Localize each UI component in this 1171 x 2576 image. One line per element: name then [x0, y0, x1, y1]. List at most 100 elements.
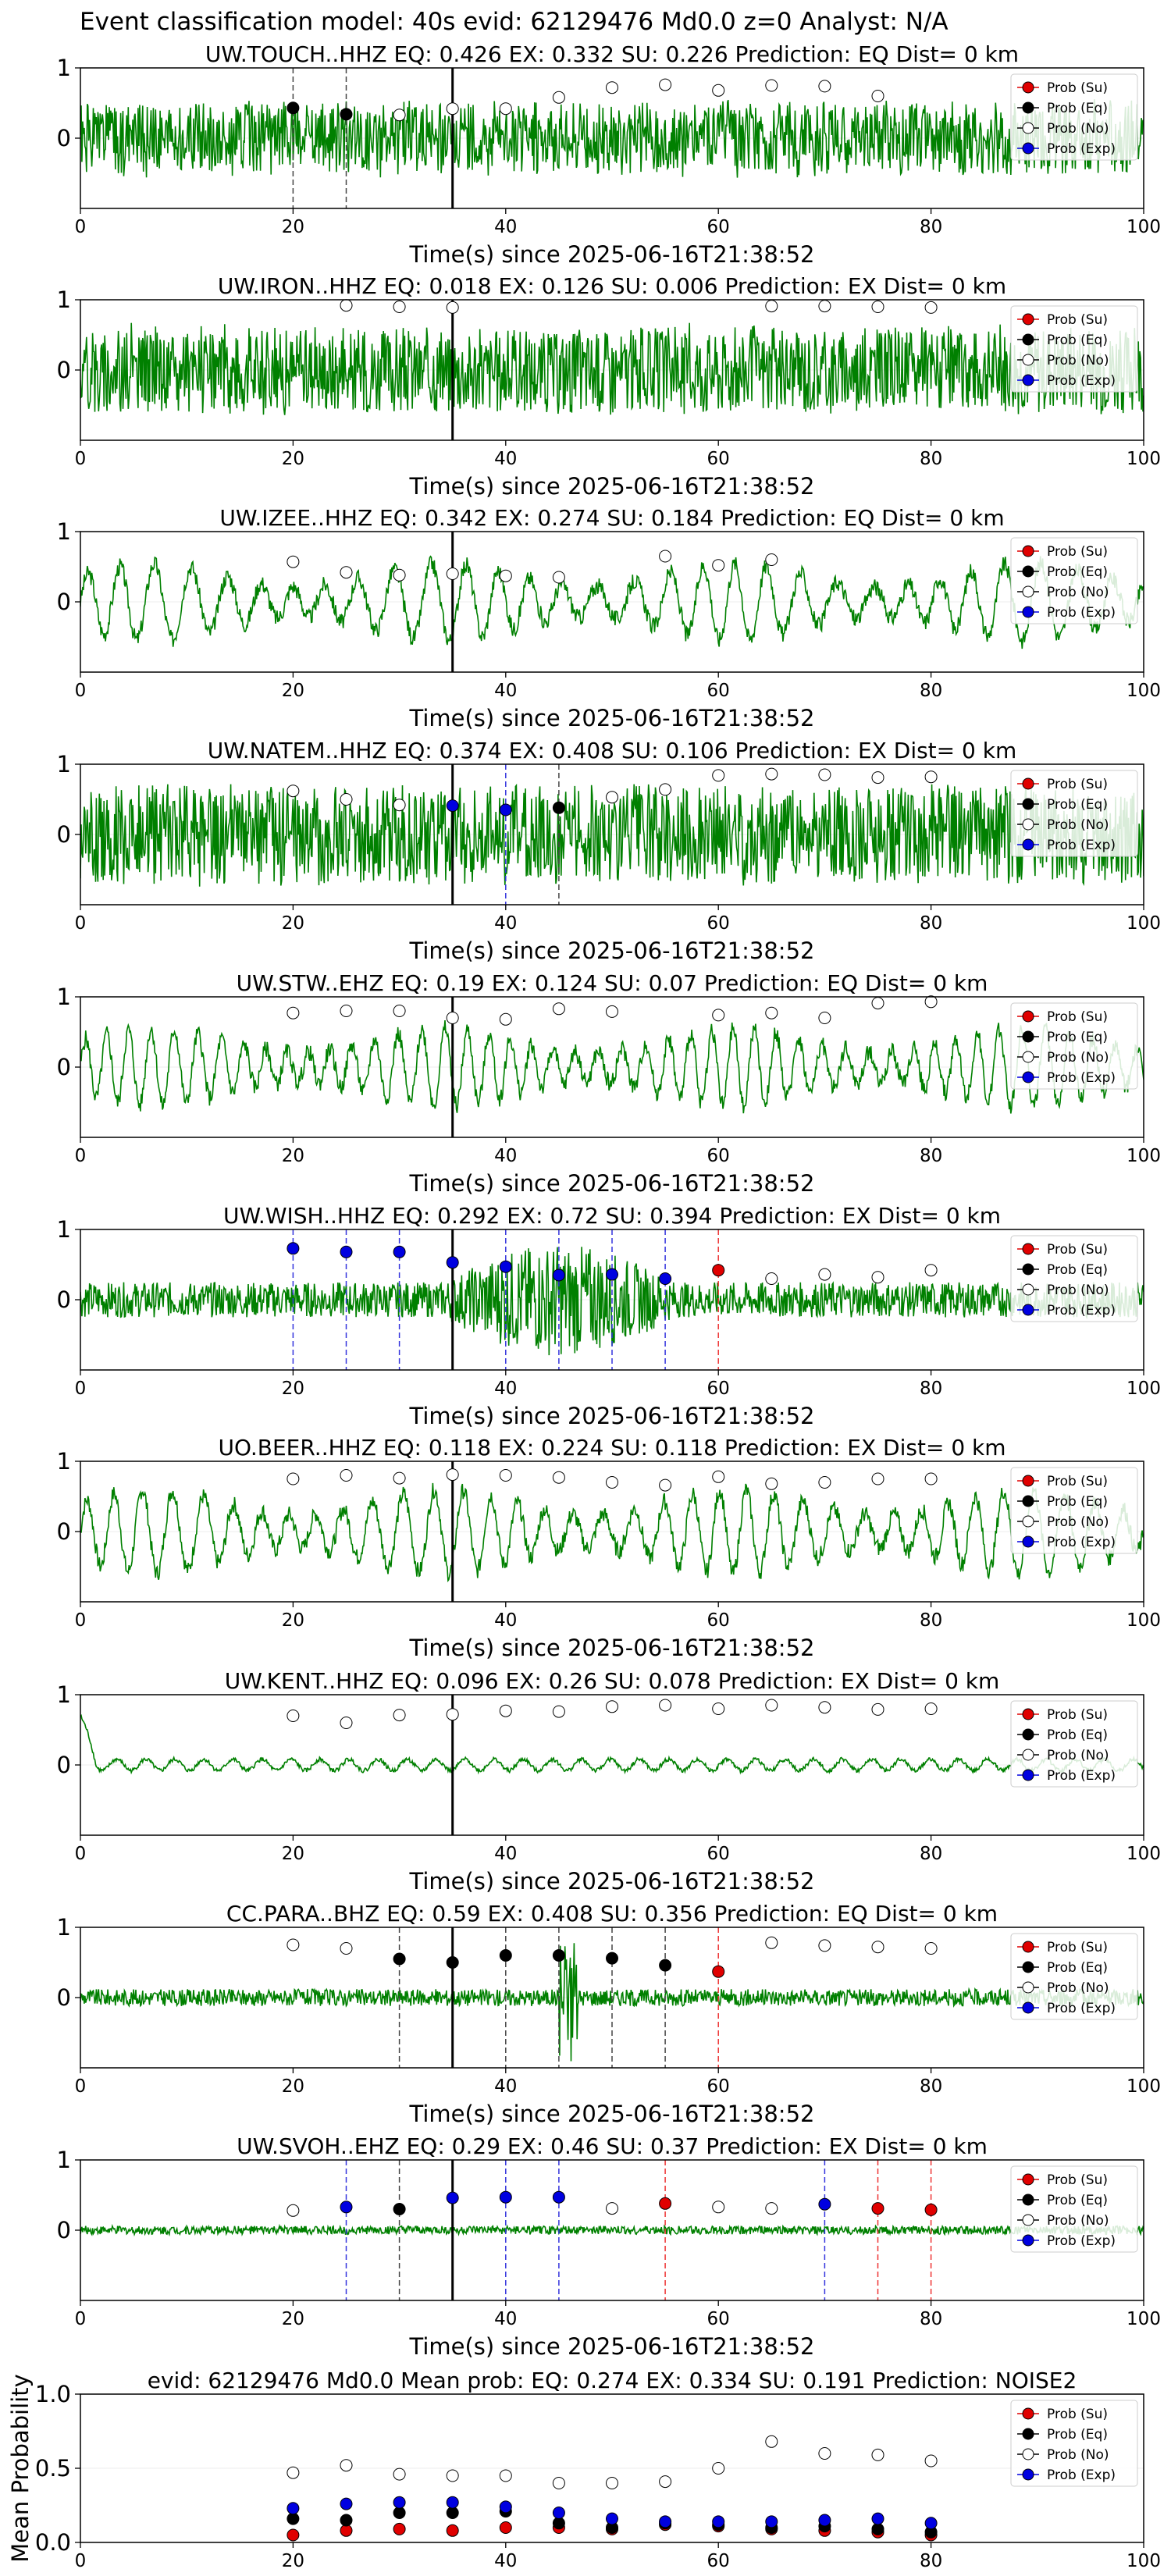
chart-title: UW.NATEM..HHZ EQ: 0.374 EX: 0.408 SU: 0.… — [208, 738, 1016, 763]
x-tick-label: 80 — [920, 1379, 942, 1399]
legend-marker — [1022, 313, 1034, 326]
prob-point — [924, 1942, 938, 1955]
mean-prob-point — [340, 2514, 353, 2527]
prob-point — [659, 78, 672, 91]
prob-point — [393, 1245, 406, 1258]
prob-point — [712, 2201, 725, 2214]
prob-point — [818, 1939, 831, 1952]
mean-prob-point — [287, 2502, 300, 2515]
prob-point — [446, 102, 459, 116]
x-tick-label: 20 — [282, 1379, 304, 1399]
prob-point — [340, 1005, 353, 1017]
legend-marker — [1022, 1941, 1034, 1953]
waveform-trace — [80, 1020, 1144, 1114]
legend: Prob (Su) Prob (Eq) Prob (No) Prob (Exp) — [1010, 2400, 1138, 2487]
y-tick-label: 0 — [57, 1984, 71, 2011]
y-tick-label: 1 — [57, 55, 71, 81]
prob-point — [393, 109, 406, 122]
mean-prob-point — [606, 2477, 618, 2489]
x-axis-label: Time(s) since 2025-06-16T21:38:52 — [409, 2101, 815, 2127]
prob-point — [659, 1272, 672, 1285]
mean-prob-point — [287, 2512, 300, 2525]
prob-point — [340, 1717, 353, 1729]
legend-box — [1010, 305, 1138, 393]
x-tick-label: 80 — [920, 217, 942, 237]
legend-marker — [1022, 1708, 1034, 1720]
x-tick-label: 60 — [707, 217, 730, 237]
y-tick-label: 0.0 — [35, 2529, 71, 2556]
prob-point — [659, 550, 672, 563]
prob-point — [659, 2197, 672, 2210]
x-tick-label: 20 — [282, 913, 304, 934]
legend-marker — [1022, 1475, 1034, 1487]
prob-point — [552, 571, 565, 584]
x-axis-label: Time(s) since 2025-06-16T21:38:52 — [409, 1170, 815, 1197]
prob-point — [446, 1708, 459, 1721]
prob-point — [552, 1471, 565, 1484]
prob-point — [871, 301, 884, 313]
y-tick-label: 0.5 — [35, 2455, 71, 2482]
chart-title: UW.SVOH..EHZ EQ: 0.29 EX: 0.46 SU: 0.37 … — [237, 2133, 988, 2159]
legend-label: Prob (No) — [1047, 2447, 1109, 2463]
legend-box — [1010, 1933, 1138, 2020]
chart-panel: 0 20 40 60 80 100 0 1 CC.PARA..BHZ EQ: 0.59 EX: … — [57, 1901, 1161, 2127]
legend-marker — [1022, 2173, 1034, 2186]
x-tick-label: 0 — [75, 217, 87, 237]
legend-label: Prob (No) — [1047, 2213, 1109, 2229]
chart-title: UW.IRON..HHZ EQ: 0.018 EX: 0.126 SU: 0.0… — [218, 273, 1006, 299]
prob-point — [499, 1012, 512, 1026]
legend-label: Prob (Su) — [1047, 2407, 1108, 2422]
prob-point — [659, 783, 672, 796]
legend-label: Prob (Exp) — [1047, 838, 1116, 853]
prob-point — [606, 81, 618, 94]
prob-point — [287, 1006, 300, 1019]
prob-point — [871, 2202, 884, 2215]
legend: Prob (Su) Prob (Eq) Prob (No) Prob (Exp) — [1010, 73, 1138, 161]
legend-label: Prob (Exp) — [1047, 373, 1116, 389]
legend-label: Prob (Eq) — [1047, 101, 1108, 116]
prob-point — [606, 1476, 618, 1489]
prob-point — [924, 1703, 938, 1715]
y-tick-label: 1.0 — [35, 2381, 71, 2407]
prob-point — [287, 1242, 300, 1255]
legend-marker — [1022, 818, 1034, 831]
prob-point — [340, 793, 353, 806]
x-tick-label: 40 — [494, 1610, 517, 1631]
y-tick-label: 0 — [57, 1518, 71, 1545]
prob-point — [393, 301, 406, 313]
mean-prob-point — [712, 2515, 725, 2528]
x-tick-label: 20 — [282, 449, 304, 469]
y-tick-label: 0 — [57, 357, 71, 383]
y-tick-label: 0 — [57, 589, 71, 615]
legend-marker — [1022, 374, 1034, 386]
legend-marker — [1022, 1515, 1034, 1528]
y-tick-label: 1 — [57, 1216, 71, 1243]
waveform-trace — [80, 783, 1144, 887]
prob-point — [765, 1006, 778, 1019]
legend-marker — [1022, 545, 1034, 557]
legend-marker — [1022, 1749, 1034, 1761]
y-tick-label: 0 — [57, 1752, 71, 1778]
legend-marker — [1022, 122, 1034, 134]
prob-point — [765, 2202, 778, 2215]
x-tick-label: 20 — [282, 1844, 304, 1864]
legend-marker — [1022, 2214, 1034, 2226]
mean-prob-point — [340, 2524, 353, 2537]
prob-point — [446, 1012, 459, 1024]
legend-label: Prob (No) — [1047, 1980, 1109, 1996]
x-tick-label: 100 — [1127, 1844, 1161, 1864]
x-tick-label: 80 — [920, 2551, 942, 2571]
prob-point — [499, 102, 512, 116]
chart-title: CC.PARA..BHZ EQ: 0.59 EX: 0.408 SU: 0.35… — [226, 1901, 998, 1927]
prob-point — [393, 2203, 406, 2215]
x-tick-label: 60 — [707, 2551, 730, 2571]
legend: Prob (Su) Prob (Eq) Prob (No) Prob (Exp) — [1010, 537, 1138, 624]
chart-panel: 0 20 40 60 80 100 0 1 UW.SVOH..EHZ EQ: 0.29 EX: … — [57, 2133, 1161, 2360]
prob-point — [340, 108, 353, 121]
y-tick-label: 0 — [57, 1286, 71, 1313]
legend-label: Prob (Eq) — [1047, 1494, 1108, 1510]
prob-point — [712, 84, 725, 97]
x-tick-label: 0 — [75, 1379, 87, 1399]
y-tick-label: 0 — [57, 2217, 71, 2243]
